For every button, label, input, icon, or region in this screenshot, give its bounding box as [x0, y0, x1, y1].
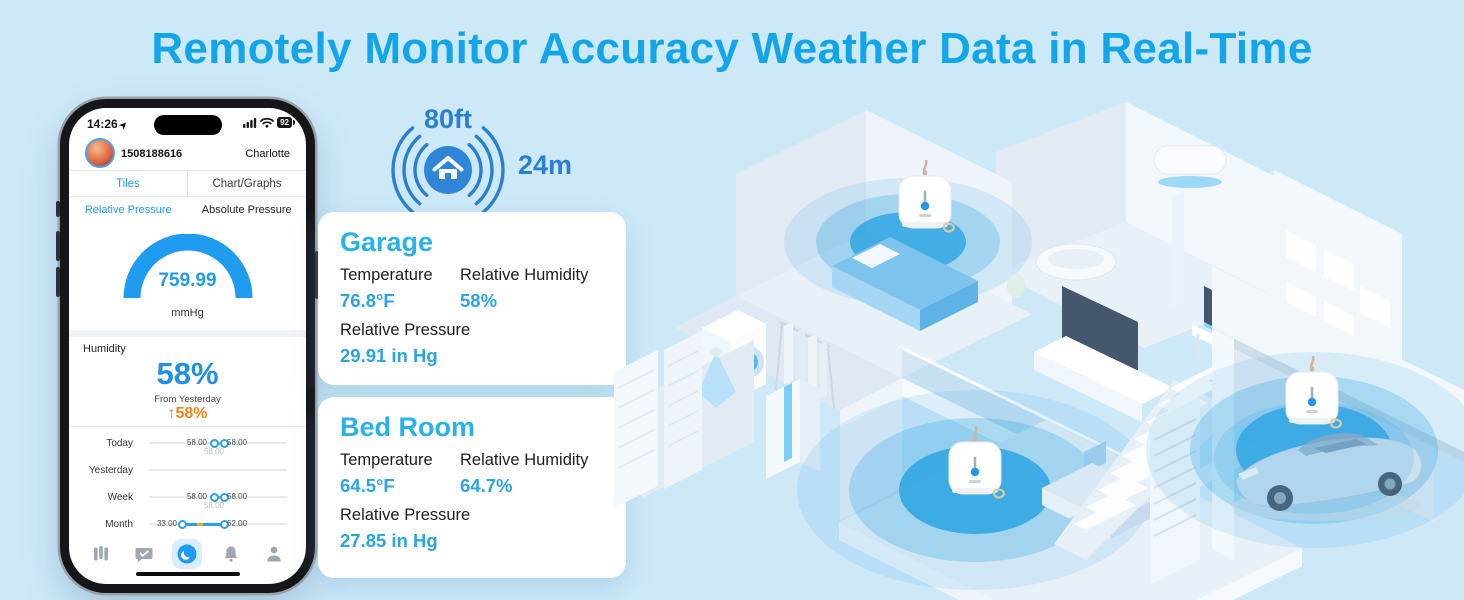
temperature-label: Temperature — [340, 451, 433, 470]
living-room — [1007, 274, 1174, 422]
signal-arcs — [391, 126, 505, 214]
history-row-week: Week 58.00 58.00 58.00 — [69, 484, 306, 511]
power-button — [315, 251, 319, 299]
wifi-icon — [260, 117, 274, 128]
humidity-caption: From Yesterday — [154, 394, 221, 405]
slider-handle[interactable] — [210, 438, 219, 448]
humidity-change: ↑58% — [167, 405, 208, 422]
pressure-value: 27.85 in Hg — [340, 530, 438, 552]
humidity-label: Relative Humidity — [460, 266, 589, 285]
house-illustration — [614, 102, 1464, 600]
bathtub — [1035, 243, 1117, 281]
slider-handle[interactable] — [220, 438, 229, 448]
history-slider — [149, 457, 287, 484]
history-row-today: Today 58.00 58.00 58.00 — [69, 430, 306, 457]
pressure-gauge — [123, 234, 252, 299]
slider-handle[interactable] — [220, 492, 229, 502]
phone-mockup: 14:26➤ 92 1508188616 Charlotte Tiles Cha… — [56, 99, 319, 593]
location-arrow-icon: ➤ — [116, 118, 130, 132]
card-title: Bed Room — [340, 412, 475, 442]
app-screen: 14:26➤ 92 1508188616 Charlotte Tiles Cha… — [69, 108, 306, 584]
history-slider: 58.00 58.00 58.00 — [149, 484, 287, 511]
status-time: 14:26➤ — [87, 117, 130, 132]
pressure-value: 759.99 — [158, 270, 217, 291]
tab-tiles[interactable]: Tiles — [116, 177, 140, 190]
pressure-tabs: Relative Pressure Absolute Pressure — [69, 204, 306, 220]
slider-handle[interactable] — [210, 492, 219, 502]
tab-relative-pressure[interactable]: Relative Pressure — [84, 204, 172, 216]
avatar[interactable] — [85, 138, 115, 168]
messages-icon[interactable] — [129, 539, 159, 569]
sports-car — [1231, 433, 1422, 521]
section-divider — [69, 330, 306, 337]
tv-console — [1034, 336, 1174, 422]
explore-icon[interactable] — [172, 539, 203, 569]
volume-down-button — [56, 267, 60, 297]
wireless-ripple-overlay — [1214, 402, 1414, 514]
humidity-value: 58% — [460, 290, 498, 312]
room-card-garage: Garage Temperature Relative Humidity 76.… — [318, 212, 626, 385]
map-icon[interactable] — [86, 539, 116, 569]
lamp-glow — [698, 352, 736, 408]
page-title: Remotely Monitor Accuracy Weather Data i… — [151, 24, 1313, 73]
water-heater — [1153, 145, 1227, 188]
garage — [1146, 266, 1464, 585]
alerts-icon[interactable] — [216, 539, 246, 569]
plant — [1007, 274, 1025, 298]
station-location: Charlotte — [245, 148, 290, 160]
humidity-value: 64.7% — [460, 475, 513, 497]
wireless-range: 80ft 24m — [388, 98, 603, 248]
temperature-label: Temperature — [340, 266, 433, 285]
pressure-unit: mmHg — [171, 307, 204, 319]
temperature-value: 76.8°F — [340, 290, 395, 312]
dynamic-island — [153, 115, 222, 135]
mute-switch — [56, 201, 60, 217]
history-row-yesterday: Yesterday — [69, 457, 306, 484]
pressure-label: Relative Pressure — [340, 506, 471, 525]
bottom-nav — [69, 538, 306, 570]
slider-handle[interactable] — [220, 519, 229, 529]
tab-absolute-pressure[interactable]: Absolute Pressure — [201, 204, 292, 216]
history-slider: 33.00 62.00 — [149, 511, 287, 538]
room-card-bedroom: Bed Room Temperature Relative Humidity 6… — [318, 397, 626, 578]
humidity-label: Humidity — [83, 343, 126, 355]
volume-up-button — [56, 231, 60, 261]
pressure-value: 29.91 in Hg — [340, 345, 438, 367]
signal-icon — [243, 118, 257, 128]
temperature-value: 64.5°F — [340, 475, 395, 497]
profile-icon[interactable] — [259, 539, 289, 569]
station-id: 1508188616 — [121, 148, 183, 160]
humidity-label: Relative Humidity — [460, 451, 589, 470]
top-tabs: Tiles Chart/Graphs — [69, 170, 306, 197]
range-meters: 24m — [518, 150, 573, 180]
battery-icon: 92 — [277, 117, 295, 128]
history-row-month: Month 33.00 62.00 — [69, 511, 306, 538]
fridge — [766, 379, 820, 479]
chart-divider — [69, 426, 306, 427]
history-chart: Today 58.00 58.00 58.00 Yesterday — [69, 430, 306, 538]
pressure-label: Relative Pressure — [340, 321, 471, 340]
bathroom-office-room — [996, 102, 1274, 388]
card-title: Garage — [340, 227, 434, 257]
bed — [832, 237, 978, 331]
history-slider: 58.00 58.00 58.00 — [149, 430, 287, 457]
range-feet: 80ft — [423, 104, 472, 134]
humidity-value: 58% — [156, 356, 219, 391]
clothes-rack — [775, 320, 835, 409]
slider-handle[interactable] — [178, 519, 187, 529]
home-indicator[interactable] — [135, 572, 240, 576]
tab-chart-graphs[interactable]: Chart/Graphs — [187, 171, 306, 196]
storage-cabinets — [614, 331, 702, 508]
